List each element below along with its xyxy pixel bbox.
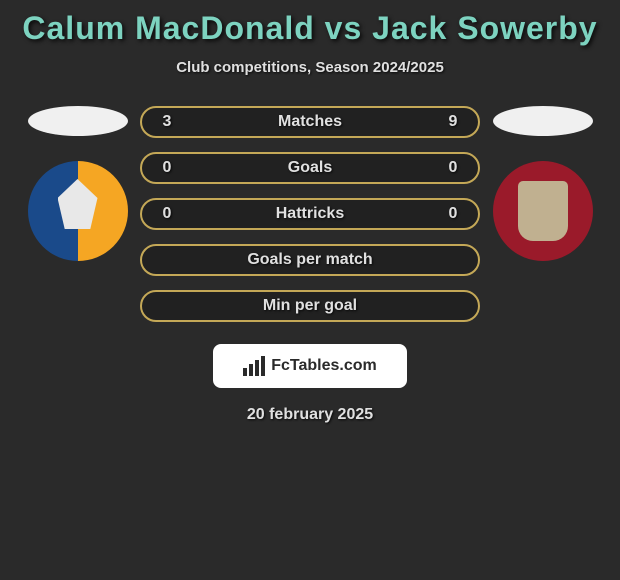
stat-left-value: 3 (157, 113, 177, 131)
stat-row-matches: 3 Matches 9 (140, 106, 480, 138)
stat-row-min-per-goal: Min per goal (140, 290, 480, 322)
comparison-container: Calum MacDonald vs Jack Sowerby Club com… (0, 0, 620, 424)
logo-text: FcTables.com (271, 357, 377, 375)
source-logo-box: FcTables.com (213, 344, 407, 388)
subtitle: Club competitions, Season 2024/2025 (0, 59, 620, 76)
chart-icon (243, 356, 265, 376)
main-area: 3 Matches 9 0 Goals 0 0 Hattricks 0 Goal… (0, 106, 620, 336)
stat-label: Goals (288, 159, 332, 177)
stat-label: Hattricks (276, 205, 344, 223)
left-player-col (25, 106, 130, 261)
club-badge-right (493, 161, 593, 261)
stat-right-value: 0 (443, 205, 463, 223)
stats-column: 3 Matches 9 0 Goals 0 0 Hattricks 0 Goal… (140, 106, 480, 336)
stat-label: Matches (278, 113, 342, 131)
date-text: 20 february 2025 (0, 406, 620, 424)
logo-content: FcTables.com (243, 356, 377, 376)
stat-label: Min per goal (263, 297, 357, 315)
right-player-col (490, 106, 595, 261)
stat-right-value: 0 (443, 159, 463, 177)
player-right-avatar (493, 106, 593, 136)
stat-label: Goals per match (247, 251, 372, 269)
stat-left-value: 0 (157, 159, 177, 177)
stat-left-value: 0 (157, 205, 177, 223)
stat-row-hattricks: 0 Hattricks 0 (140, 198, 480, 230)
stat-right-value: 9 (443, 113, 463, 131)
player-left-avatar (28, 106, 128, 136)
page-title: Calum MacDonald vs Jack Sowerby (0, 10, 620, 47)
stat-row-goals-per-match: Goals per match (140, 244, 480, 276)
stat-row-goals: 0 Goals 0 (140, 152, 480, 184)
club-badge-left (28, 161, 128, 261)
